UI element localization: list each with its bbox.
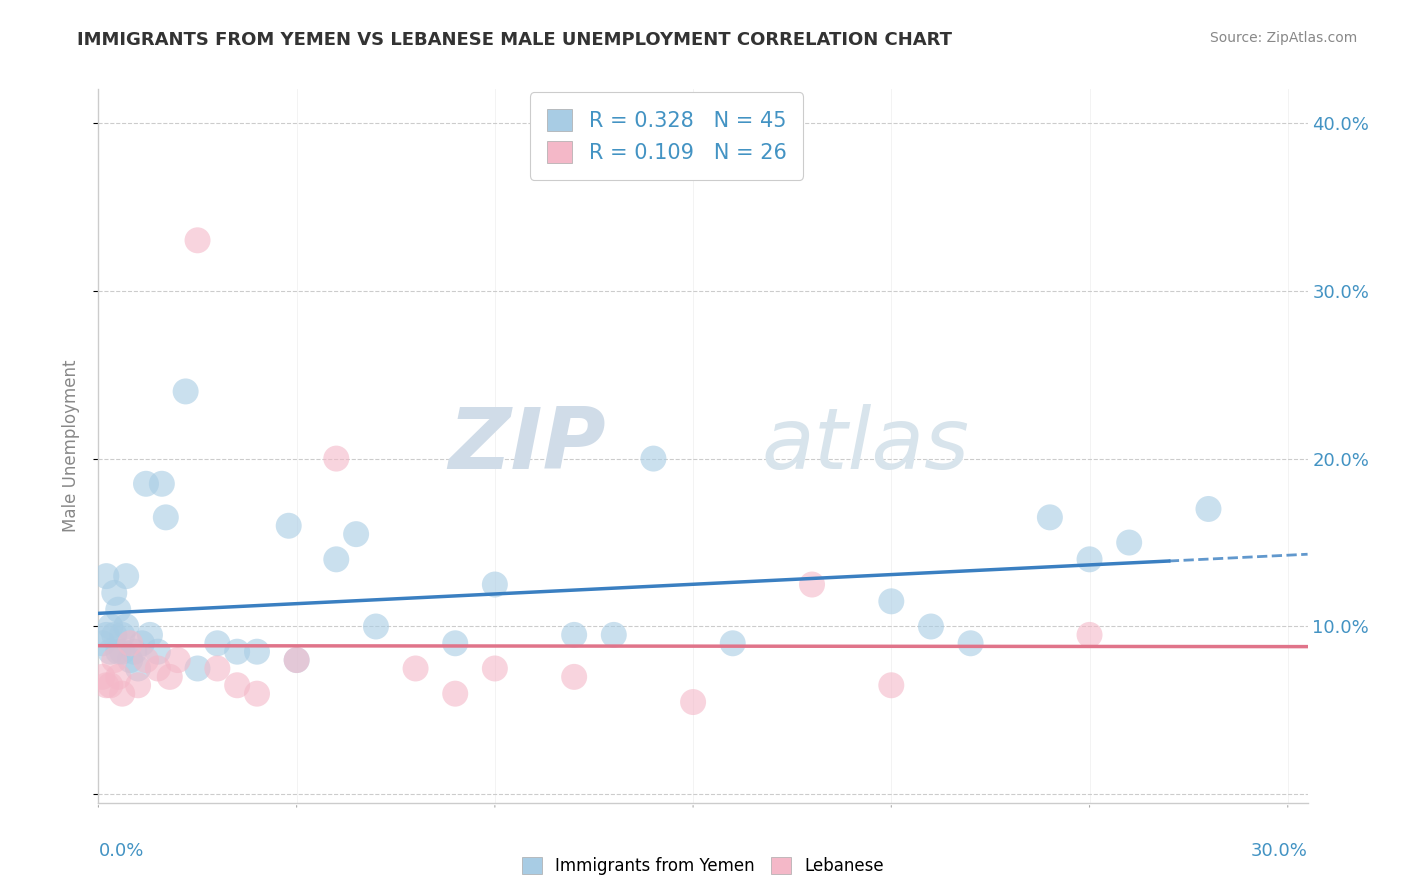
Point (1078, 552, 1101, 566)
Point (111, 687, 134, 701)
Point (721, 636, 744, 650)
Point (155, 510, 177, 524)
Point (344, 527, 367, 541)
Point (115, 619, 138, 633)
Point (880, 594, 903, 608)
Point (103, 586, 125, 600)
Y-axis label: Male Unemployment: Male Unemployment (62, 359, 80, 533)
Point (96, 569, 118, 583)
Point (643, 451, 665, 466)
Point (444, 687, 467, 701)
Point (98, 645, 121, 659)
Point (364, 619, 387, 633)
Point (146, 645, 169, 659)
Point (122, 645, 145, 659)
Point (96, 628, 118, 642)
Point (98, 678, 121, 692)
Point (166, 653, 188, 667)
Text: IMMIGRANTS FROM YEMEN VS LEBANESE MALE UNEMPLOYMENT CORRELATION CHART: IMMIGRANTS FROM YEMEN VS LEBANESE MALE U… (77, 31, 952, 49)
Point (207, 636, 229, 650)
Point (103, 653, 125, 667)
Point (174, 384, 197, 399)
Point (325, 451, 347, 466)
Point (111, 645, 134, 659)
Point (91, 670, 114, 684)
Point (603, 628, 626, 642)
Point (150, 476, 173, 491)
Point (207, 661, 229, 675)
Point (1039, 510, 1062, 524)
Text: 0.0%: 0.0% (98, 842, 143, 860)
Point (285, 653, 308, 667)
Point (96, 678, 118, 692)
Point (135, 476, 157, 491)
Point (1118, 535, 1140, 549)
Point (920, 619, 942, 633)
Legend: Immigrants from Yemen, Lebanese: Immigrants from Yemen, Lebanese (515, 850, 891, 882)
Point (91, 636, 114, 650)
Point (277, 518, 299, 533)
Text: ZIP: ZIP (449, 404, 606, 488)
Point (107, 603, 129, 617)
Text: Source: ZipAtlas.com: Source: ZipAtlas.com (1209, 31, 1357, 45)
Point (444, 636, 467, 650)
Point (103, 628, 125, 642)
Point (146, 661, 169, 675)
Point (562, 670, 585, 684)
Point (186, 233, 208, 247)
Point (127, 678, 149, 692)
Point (111, 628, 134, 642)
Point (120, 636, 142, 650)
Point (246, 687, 269, 701)
Point (131, 636, 153, 650)
Point (484, 661, 506, 675)
Point (1078, 628, 1101, 642)
Point (484, 577, 506, 591)
Point (127, 661, 149, 675)
Point (135, 653, 157, 667)
Point (562, 628, 585, 642)
Point (115, 569, 138, 583)
Point (139, 628, 162, 642)
Point (405, 661, 427, 675)
Point (880, 678, 903, 692)
Point (1198, 502, 1220, 516)
Point (120, 653, 142, 667)
Point (246, 645, 269, 659)
Text: 30.0%: 30.0% (1251, 842, 1308, 860)
Point (801, 577, 824, 591)
Point (325, 552, 347, 566)
Point (959, 636, 981, 650)
Point (159, 670, 181, 684)
Point (226, 645, 249, 659)
Point (682, 695, 704, 709)
Point (107, 645, 129, 659)
Point (285, 653, 308, 667)
Point (226, 678, 249, 692)
Point (98, 619, 121, 633)
Text: atlas: atlas (761, 404, 969, 488)
Point (107, 670, 129, 684)
Point (186, 661, 208, 675)
